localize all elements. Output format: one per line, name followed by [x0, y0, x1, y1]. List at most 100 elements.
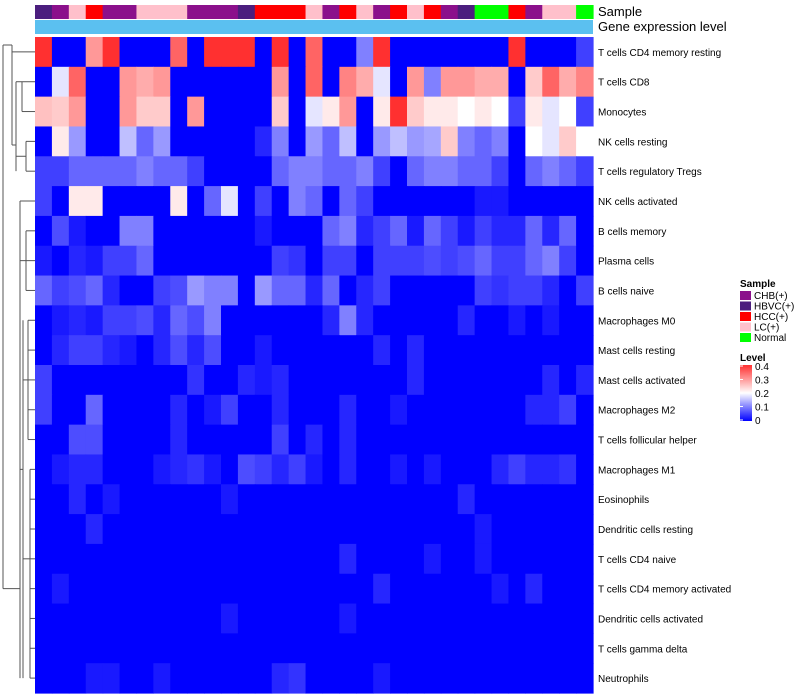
heatmap-cell	[390, 186, 408, 217]
heatmap-cell	[407, 305, 425, 336]
heatmap-cell	[254, 305, 273, 336]
heatmap-cell	[440, 335, 459, 366]
heatmap-cell	[288, 633, 307, 664]
heatmap-cell	[170, 543, 188, 575]
row-label: Mast cells resting	[598, 346, 675, 357]
heatmap-cell	[221, 305, 239, 336]
heatmap-cell	[356, 603, 374, 634]
heatmap-cell	[423, 484, 442, 515]
heatmap-cell	[204, 663, 222, 694]
heatmap-cell	[271, 126, 290, 157]
heatmap-cell	[119, 335, 138, 366]
heatmap-cell	[221, 215, 239, 247]
heatmap-cell	[576, 66, 594, 98]
heatmap-cell	[508, 37, 526, 68]
heatmap-cell	[390, 484, 408, 515]
heatmap-cell	[237, 66, 256, 98]
heatmap-cell	[136, 156, 154, 187]
heatmap-cell	[35, 633, 53, 664]
heatmap-cell	[525, 335, 543, 366]
heatmap-cell	[136, 484, 154, 515]
row-label: B cells naive	[598, 286, 655, 297]
heatmap-cell	[373, 365, 391, 396]
row-label: T cells CD4 naive	[598, 555, 677, 566]
row-label: Neutrophils	[598, 674, 649, 685]
heatmap-cell	[576, 126, 594, 157]
row-label: T cells CD4 memory activated	[598, 585, 731, 596]
heatmap-cell	[407, 394, 425, 426]
heatmap-cell	[237, 394, 256, 426]
heatmap-cell	[356, 365, 374, 396]
heatmap-cell	[68, 37, 87, 68]
heatmap-cell	[237, 305, 256, 336]
heatmap-cell	[237, 186, 256, 217]
heatmap-cell	[204, 186, 222, 217]
heatmap-cell	[35, 126, 53, 157]
heatmap-cell	[542, 305, 560, 336]
heatmap-cell	[102, 215, 121, 247]
heatmap-cell	[254, 454, 273, 485]
heatmap-cell	[559, 365, 577, 396]
row-label: Macrophages M1	[598, 465, 676, 476]
heatmap-cell	[153, 37, 171, 68]
heatmap-cell	[136, 66, 154, 98]
row-label: Macrophages M2	[598, 406, 676, 417]
heatmap-cell	[288, 126, 307, 157]
heatmap-cell	[339, 126, 357, 157]
heatmap-cell	[102, 633, 121, 664]
heatmap-cell	[339, 424, 357, 456]
heatmap-cell	[288, 37, 307, 68]
heatmap-cell	[221, 663, 239, 694]
sample-annotation-cell	[221, 5, 239, 19]
heatmap-cell	[423, 96, 442, 128]
heatmap-cell	[136, 394, 154, 426]
heatmap-cell	[271, 245, 290, 277]
heatmap-cell	[559, 275, 577, 306]
heatmap-cell	[221, 424, 239, 456]
heatmap-cell	[457, 305, 476, 336]
heatmap-cell	[153, 335, 171, 366]
heatmap-cell	[35, 394, 53, 426]
heatmap-cell	[288, 543, 307, 575]
heatmap-cell	[542, 66, 560, 98]
heatmap-cell	[440, 454, 459, 485]
heatmap-cell	[491, 215, 510, 247]
heatmap-cell	[187, 514, 205, 545]
heatmap-cell	[271, 543, 290, 575]
heatmap-cell	[373, 305, 391, 336]
heatmap-cell	[136, 186, 154, 217]
heatmap-cell	[305, 603, 324, 634]
heatmap-cell	[51, 543, 70, 575]
heatmap-cell	[457, 543, 476, 575]
heatmap-cell	[35, 96, 53, 128]
heatmap-cell	[474, 514, 493, 545]
row-label: Eosinophils	[598, 495, 649, 506]
heatmap-cell	[457, 335, 476, 366]
heatmap-cell	[390, 305, 408, 336]
heatmap-cell	[271, 365, 290, 396]
heatmap-cell	[322, 484, 340, 515]
heatmap-cell	[390, 66, 408, 98]
heatmap-cell	[559, 663, 577, 694]
heatmap-cell	[576, 484, 594, 515]
heatmap-cell	[271, 305, 290, 336]
sample-annotation-cell	[474, 5, 493, 19]
heatmap-cell	[102, 126, 121, 157]
heatmap-cell	[407, 365, 425, 396]
heatmap-cell	[356, 424, 374, 456]
sample-annotation-cell	[237, 5, 256, 19]
heatmap-cell	[204, 96, 222, 128]
heatmap-cell	[85, 424, 104, 456]
heatmap-cell	[35, 603, 53, 634]
heatmap-cell	[305, 305, 324, 336]
heatmap-cell	[322, 245, 340, 277]
heatmap-cell	[407, 37, 425, 68]
heatmap-cell	[237, 335, 256, 366]
heatmap-cell	[525, 454, 543, 485]
heatmap-cell	[339, 365, 357, 396]
heatmap-cell	[305, 186, 324, 217]
heatmap-cell	[204, 275, 222, 306]
heatmap-cell	[474, 66, 493, 98]
heatmap-cell	[474, 275, 493, 306]
heatmap-cell	[559, 633, 577, 664]
